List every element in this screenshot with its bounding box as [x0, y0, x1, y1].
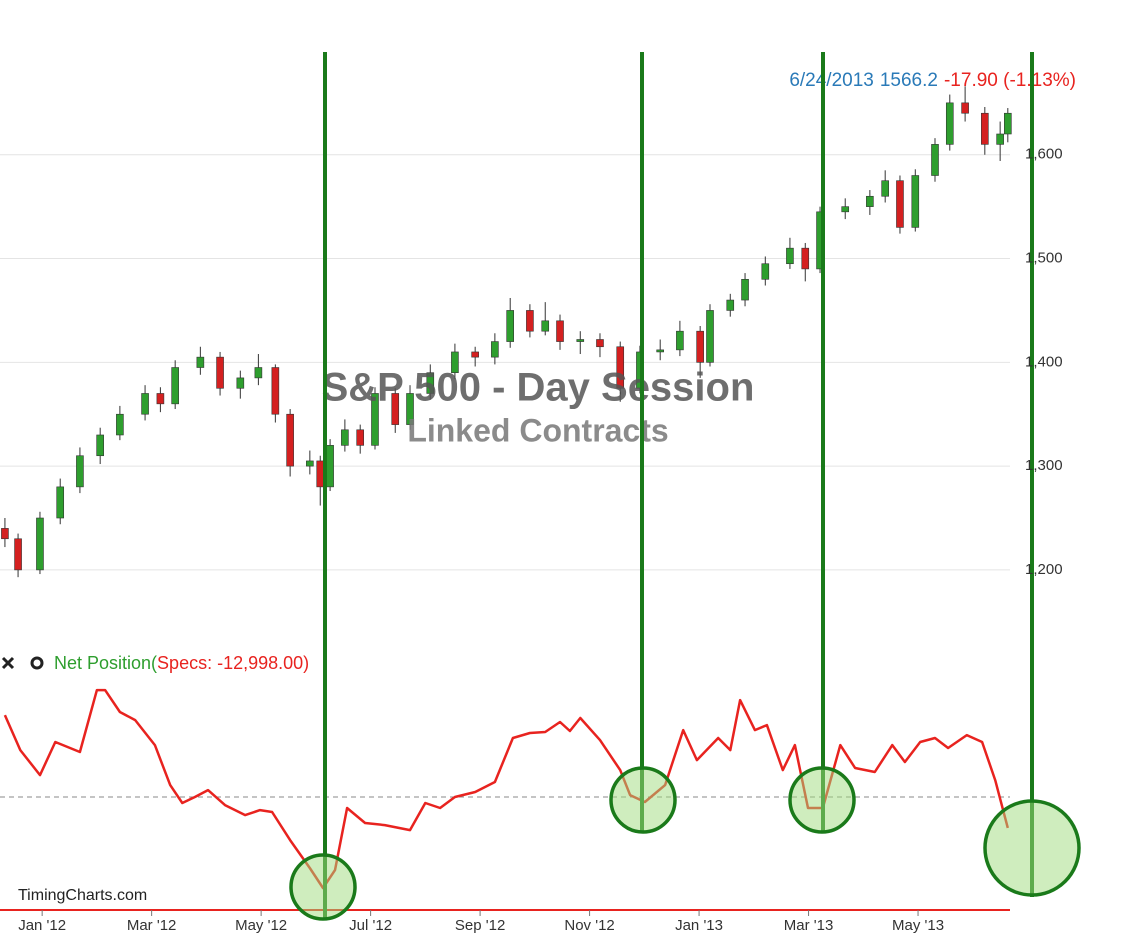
y-tick-label: 1,500 — [1025, 250, 1063, 267]
candle-body — [306, 460, 314, 467]
annotation-circle — [609, 766, 677, 834]
candle-body — [141, 393, 149, 415]
candle-body — [616, 346, 625, 389]
indicator-value: Specs: -12,998.00) — [157, 653, 309, 673]
candle-body — [271, 367, 280, 415]
candle-body — [254, 367, 263, 379]
settings-icon[interactable] — [30, 656, 44, 670]
x-tick-label: May '12 — [235, 917, 287, 933]
last-quote: 6/24/2013 1566.2 -17.90 (-1.13%) — [789, 70, 1076, 91]
candle-body — [676, 330, 684, 351]
chart-title: S&P 500 - Day Session — [322, 366, 755, 410]
marks — [1, 86, 1012, 890]
watermark: TimingCharts.com — [18, 887, 147, 904]
annotations — [289, 52, 1081, 921]
x-tick-label: Nov '12 — [564, 917, 614, 933]
indicator-header: Net Position(Specs: -12,998.00) — [1, 653, 309, 673]
candle-body — [341, 429, 349, 446]
candle-body — [1004, 112, 1012, 135]
candle-body — [541, 320, 550, 332]
candle-body — [216, 356, 224, 389]
x-tick-label: May '13 — [892, 917, 944, 933]
x-tick-label: Jan '12 — [18, 917, 66, 933]
candle-body — [156, 393, 165, 405]
candle-body — [931, 144, 939, 176]
candle-body — [451, 351, 459, 374]
candle-body — [286, 413, 294, 467]
last-date: 6/24/2013 — [789, 70, 874, 91]
candle-body — [726, 299, 735, 311]
chart-subtitle: Linked Contracts — [407, 412, 668, 448]
indicator-label: Net Position(Specs: -12,998.00) — [54, 653, 309, 673]
candle-body — [471, 351, 479, 358]
candle-body — [316, 460, 325, 488]
candle-body — [981, 112, 989, 145]
indicator-title: Net Position( — [54, 653, 157, 673]
candle-body — [576, 339, 585, 342]
candle-body — [96, 434, 104, 457]
candle-body — [656, 349, 664, 353]
candle-body — [596, 339, 604, 348]
candle-body — [841, 206, 850, 213]
candle-body — [171, 367, 179, 405]
candle-body — [911, 175, 920, 228]
candle-body — [866, 195, 874, 207]
x-tick-label: Mar '13 — [784, 917, 834, 933]
candle-body — [326, 445, 334, 488]
candle-body — [786, 247, 794, 265]
candle-body — [556, 320, 564, 342]
candle-body — [696, 330, 704, 363]
x-tick-label: Jan '13 — [675, 917, 723, 933]
candle-body — [14, 538, 22, 571]
y-tick-label: 1,300 — [1025, 457, 1063, 474]
candle-body — [741, 278, 749, 301]
candle-body — [761, 263, 770, 280]
net-position-line — [3, 688, 1010, 890]
candle-body — [526, 310, 534, 332]
candle-body — [196, 356, 205, 368]
candle-body — [236, 377, 245, 389]
y-tick-label: 1,200 — [1025, 561, 1063, 578]
plot-background — [0, 154, 1010, 916]
candle-body — [391, 393, 400, 425]
candle-body — [506, 310, 515, 342]
candle-body — [406, 393, 414, 425]
candle-body — [36, 517, 44, 571]
candle-body — [961, 102, 969, 114]
close-icon[interactable] — [1, 656, 15, 670]
annotation-circle — [983, 799, 1081, 897]
x-tick-label: Jul '12 — [349, 917, 392, 933]
x-tick-label: Mar '12 — [127, 917, 177, 933]
candle-body — [945, 102, 954, 145]
y-tick-label: 1,400 — [1025, 353, 1063, 370]
candle-body — [801, 247, 810, 270]
candle-body — [896, 180, 904, 228]
candle-body — [996, 133, 1004, 145]
candle-body — [356, 429, 365, 446]
candle-body — [491, 341, 499, 358]
candle-body — [426, 372, 435, 394]
candle-body — [881, 180, 889, 197]
candle-body — [371, 393, 379, 446]
last-change: -17.90 (-1.13%) — [944, 70, 1076, 91]
x-tick-label: Sep '12 — [455, 917, 505, 933]
annotation-circle — [788, 766, 856, 834]
last-price: 1566.2 — [880, 70, 938, 91]
candle-body — [56, 486, 65, 519]
candle-body — [76, 455, 84, 488]
candle-body — [116, 413, 124, 436]
candle-body — [1, 528, 9, 540]
annotation-circle — [289, 853, 357, 921]
y-tick-label: 1,600 — [1025, 146, 1063, 163]
candle-body — [706, 310, 714, 363]
